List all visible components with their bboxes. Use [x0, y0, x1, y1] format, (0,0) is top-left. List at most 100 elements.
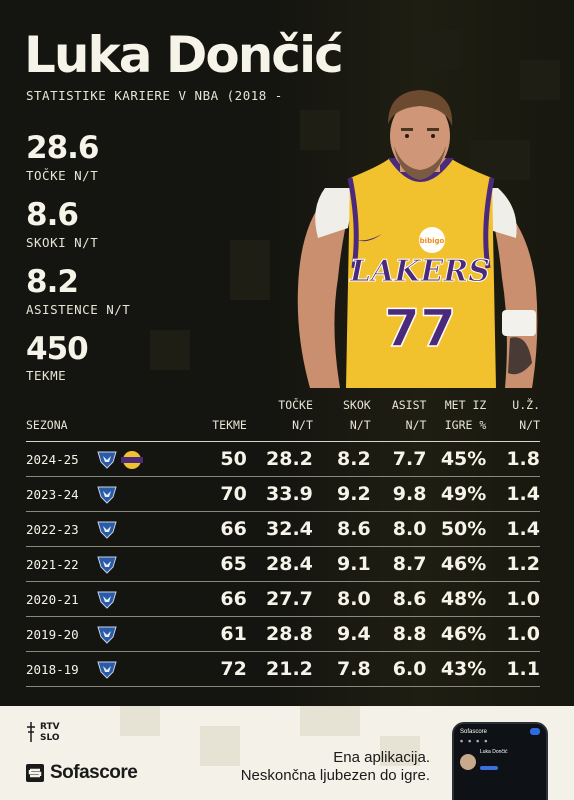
- cell-points: 28.8: [266, 623, 313, 645]
- cell-team-logos: [96, 547, 189, 582]
- cell-turnovers: 1.2: [506, 553, 540, 575]
- cell-assists: 8.6: [392, 588, 427, 610]
- cell-points: 32.4: [266, 518, 313, 540]
- svg-text:LAKERS: LAKERS: [349, 254, 490, 289]
- cell-turnovers: 1.0: [506, 588, 540, 610]
- header-games: TEKME: [212, 418, 247, 432]
- cell-assists: 8.7: [392, 553, 427, 575]
- svg-text:bibigo: bibigo: [420, 237, 445, 245]
- cell-rebounds: 8.6: [337, 518, 371, 540]
- footer: RTV SLO Sofascore Ena aplikacija. Neskonč…: [0, 706, 574, 800]
- table-row: 2020-21 66 27.7 8.0 8.6 48% 1.0: [26, 582, 540, 617]
- cell-points: 28.4: [266, 553, 313, 575]
- mavericks-logo-icon: [97, 626, 117, 644]
- phone-player-avatar: [460, 753, 476, 770]
- cell-games: 70: [220, 483, 247, 505]
- stat-assists-label: ASISTENCE N/T: [26, 302, 131, 317]
- cell-fg-pct: 46%: [440, 623, 487, 645]
- cell-team-logos: [96, 652, 189, 687]
- cell-season: 2019-20: [26, 626, 79, 642]
- cell-turnovers: 1.0: [506, 623, 540, 645]
- main-panel: Luka Dončić STATISTIKE KARIERE V NBA (20…: [0, 0, 574, 706]
- header-rebounds: SKOK N/T: [343, 398, 371, 432]
- cell-fg-pct: 43%: [440, 658, 487, 680]
- tagline-line-2: Neskončna ljubezen do igre.: [240, 767, 430, 784]
- cell-team-logos: [96, 582, 189, 617]
- phone-player-name: Luka Dončić: [480, 749, 508, 755]
- mavericks-logo-icon: [97, 591, 117, 609]
- rtv-slo-text: RTV SLO: [40, 722, 60, 743]
- cell-games: 61: [220, 623, 247, 645]
- cell-fg-pct: 49%: [440, 483, 487, 505]
- cell-assists: 8.8: [392, 623, 427, 645]
- phone-header-button: [529, 728, 540, 735]
- cell-team-logos: [96, 477, 189, 512]
- table-row: 2021-22 65 28.4 9.1 8.7 46% 1.2: [26, 547, 540, 582]
- phone-team-badge: [480, 766, 498, 770]
- mavericks-logo-icon: [97, 556, 117, 574]
- cell-games: 72: [220, 658, 247, 680]
- cell-fg-pct: 48%: [440, 588, 487, 610]
- table-row: 2018-19 72 21.2 7.8 6.0 43% 1.1: [26, 652, 540, 687]
- header-logos: [96, 395, 189, 442]
- cell-fg-pct: 46%: [440, 553, 487, 575]
- cell-points: 27.7: [266, 588, 313, 610]
- cell-rebounds: 8.2: [337, 448, 371, 470]
- cell-assists: 8.0: [392, 518, 427, 540]
- mavericks-logo-icon: [97, 486, 117, 504]
- cell-assists: 9.8: [392, 483, 427, 505]
- cell-turnovers: 1.4: [506, 518, 540, 540]
- cell-turnovers: 1.4: [506, 483, 540, 505]
- phone-player-card: Luka Dončić: [454, 743, 546, 780]
- cell-team-logos: [96, 512, 189, 547]
- cell-games: 66: [220, 588, 247, 610]
- stat-assists-value: 8.2: [26, 264, 79, 300]
- cell-games: 65: [220, 553, 247, 575]
- header-assists: ASIST N/T: [391, 398, 427, 432]
- page-subtitle: STATISTIKE KARIERE V NBA (2018 -: [26, 88, 283, 103]
- cell-season: 2023-24: [26, 486, 79, 502]
- cell-fg-pct: 45%: [440, 448, 487, 470]
- cell-team-logos: [96, 442, 189, 477]
- mavericks-logo-icon: [97, 451, 117, 469]
- stat-points-label: TOČKE N/T: [26, 168, 99, 183]
- cell-games: 66: [220, 518, 247, 540]
- season-stats-table: SEZONA TEKME TOČKE N/T SKOK N/T ASIST N/…: [26, 395, 540, 687]
- cell-season: 2020-21: [26, 591, 79, 607]
- phone-tabs: ● ● ● ●: [460, 739, 488, 743]
- stat-rebounds-label: SKOKI N/T: [26, 235, 99, 250]
- phone-mockup: Sofascore ● ● ● ● Luka Dončić: [452, 722, 548, 800]
- cell-rebounds: 9.1: [337, 553, 371, 575]
- cell-games: 50: [220, 448, 247, 470]
- stat-games-label: TEKME: [26, 368, 67, 383]
- cell-rebounds: 9.2: [337, 483, 371, 505]
- cell-rebounds: 9.4: [337, 623, 371, 645]
- header-fg-pct: MET IZ IGRE %: [444, 398, 487, 432]
- sofascore-logo: Sofascore: [26, 762, 138, 784]
- header-points: TOČKE N/T: [278, 398, 313, 432]
- table-row: 2022-23 66 32.4 8.6 8.0 50% 1.4: [26, 512, 540, 547]
- sofascore-brand-text: Sofascore: [50, 762, 138, 783]
- stat-rebounds-value: 8.6: [26, 197, 79, 233]
- cell-fg-pct: 50%: [440, 518, 487, 540]
- table-header-row: SEZONA TEKME TOČKE N/T SKOK N/T ASIST N/…: [26, 395, 540, 442]
- rtv-antenna-icon: [27, 722, 35, 742]
- stat-points-value: 28.6: [26, 130, 99, 166]
- cell-rebounds: 8.0: [337, 588, 371, 610]
- lakers-logo-icon: [121, 450, 144, 469]
- stat-games-value: 450: [26, 331, 89, 367]
- mavericks-logo-icon: [97, 521, 117, 539]
- sofascore-icon: [26, 764, 44, 782]
- tagline-line-1: Ena aplikacija.: [333, 749, 430, 766]
- cell-season: 2022-23: [26, 521, 79, 537]
- header-season: SEZONA: [26, 418, 68, 432]
- cell-turnovers: 1.1: [506, 658, 540, 680]
- cell-points: 28.2: [266, 448, 313, 470]
- table-row: 2023-24 70 33.9 9.2 9.8 49% 1.4: [26, 477, 540, 512]
- cell-turnovers: 1.8: [506, 448, 540, 470]
- player-name-title: Luka Dončić: [24, 26, 344, 84]
- cell-assists: 6.0: [392, 658, 427, 680]
- player-photo: LAKERS 77 bibigo: [297, 90, 538, 388]
- cell-rebounds: 7.8: [337, 658, 371, 680]
- table-row: 2024-25 50 28.2 8.2 7.7 45% 1.8: [26, 442, 540, 477]
